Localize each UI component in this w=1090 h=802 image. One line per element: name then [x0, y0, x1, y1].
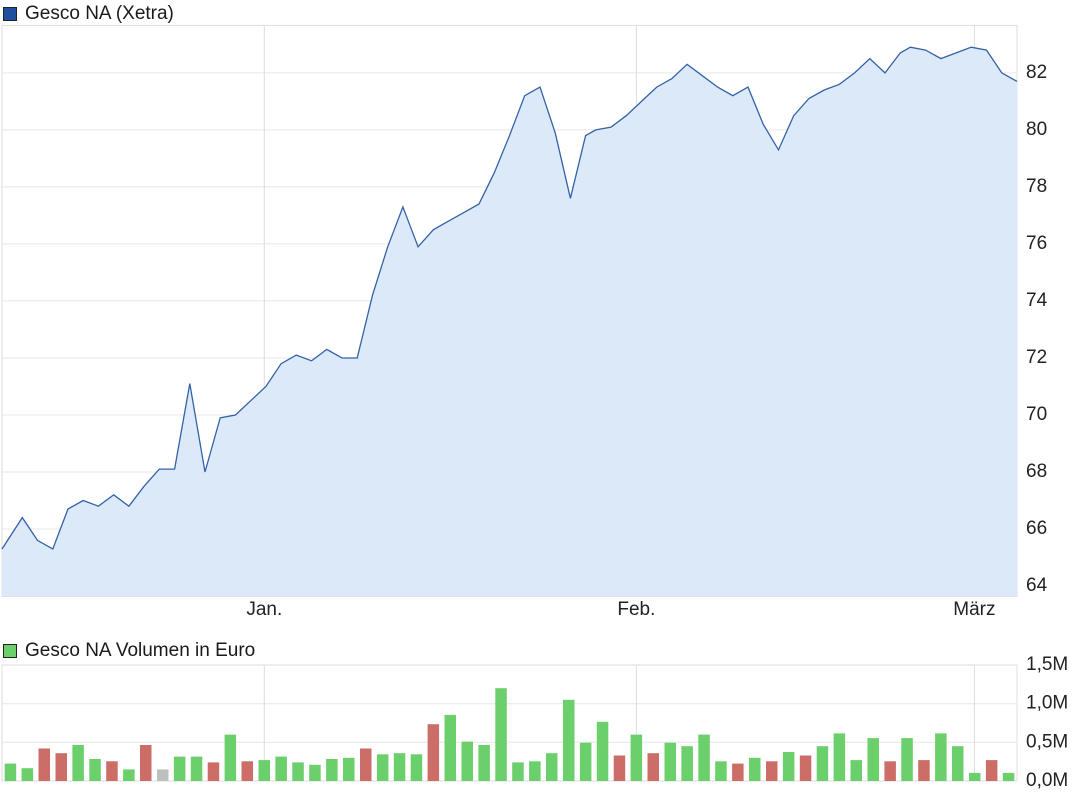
svg-text:1,0M: 1,0M: [1026, 693, 1068, 714]
svg-text:0,5M: 0,5M: [1026, 731, 1068, 752]
svg-text:0,0M: 0,0M: [1026, 770, 1068, 791]
svg-text:1,5M: 1,5M: [1026, 654, 1068, 675]
